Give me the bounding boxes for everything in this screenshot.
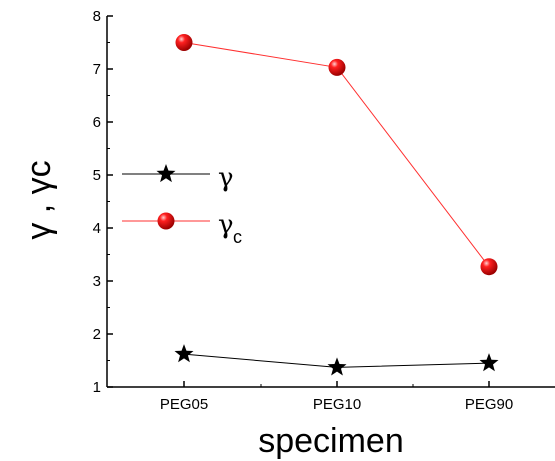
y-tick-label: 4: [93, 220, 101, 237]
y-tick-label: 2: [93, 326, 101, 343]
legend-label-gamma-c-subscript: c: [233, 227, 242, 247]
legend-label-gamma: γ: [218, 163, 234, 193]
y-tick-label: 3: [93, 273, 101, 290]
gamma-c-sphere-point: [328, 58, 346, 76]
y-tick-label: 7: [93, 61, 101, 78]
x-tick-label: PEG90: [465, 396, 513, 413]
x-axis-title: specimen: [258, 422, 404, 460]
gamma-c-sphere-point: [480, 258, 498, 276]
gamma-star-point: [174, 344, 194, 363]
y-tick-label: 8: [93, 8, 101, 25]
legend-sphere-icon: [157, 212, 175, 230]
gamma-star-point: [479, 353, 499, 372]
legend-label-gamma-c: γ: [218, 210, 234, 240]
legend: γ γ c: [122, 163, 242, 247]
y-tick-label: 5: [93, 167, 101, 184]
x-tick-label: PEG10: [313, 396, 361, 413]
y-tick-label: 6: [93, 114, 101, 131]
gamma-c-sphere-point: [175, 34, 193, 51]
y-axis-title: γ , γc: [20, 160, 58, 239]
y-tick-label: 1: [93, 379, 101, 396]
legend-star-icon: [156, 164, 176, 183]
x-tick-label: PEG05: [160, 396, 208, 413]
x-axis-ticks: PEG05 PEG10 PEG90: [160, 381, 513, 413]
y-axis-ticks: 1 2 3 4 5 6 7 8: [93, 8, 113, 396]
series-layer: [174, 34, 499, 376]
gamma-star-point: [327, 357, 347, 376]
